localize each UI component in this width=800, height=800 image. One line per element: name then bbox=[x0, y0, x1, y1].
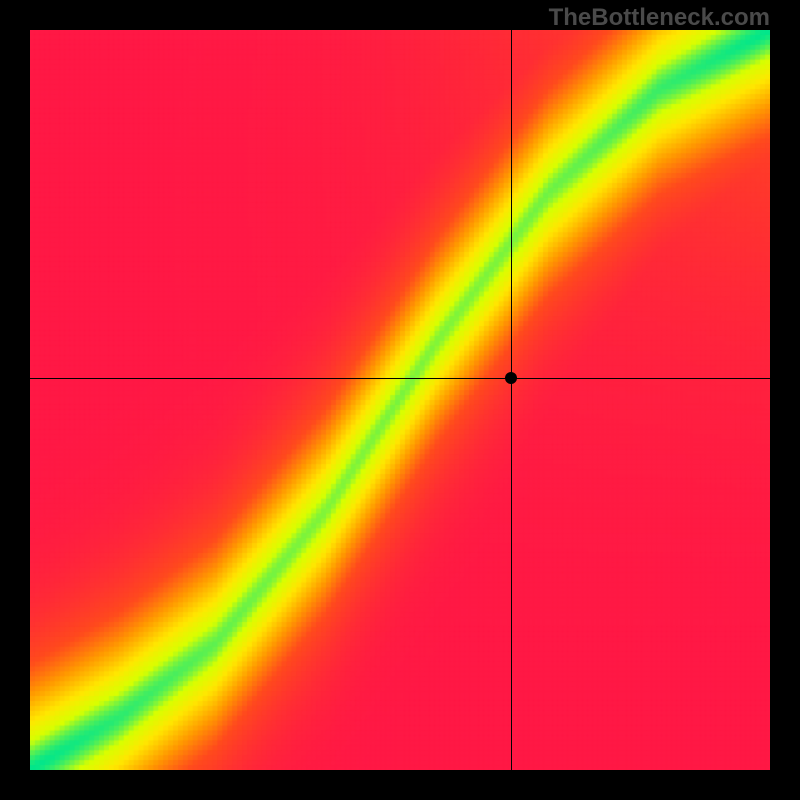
heatmap-plot-area bbox=[30, 30, 770, 770]
heatmap-canvas bbox=[30, 30, 770, 770]
crosshair-vertical bbox=[511, 30, 512, 770]
watermark-label: TheBottleneck.com bbox=[549, 4, 770, 32]
selection-marker bbox=[505, 372, 517, 384]
chart-frame: TheBottleneck.com bbox=[0, 0, 800, 800]
crosshair-horizontal bbox=[30, 378, 770, 379]
